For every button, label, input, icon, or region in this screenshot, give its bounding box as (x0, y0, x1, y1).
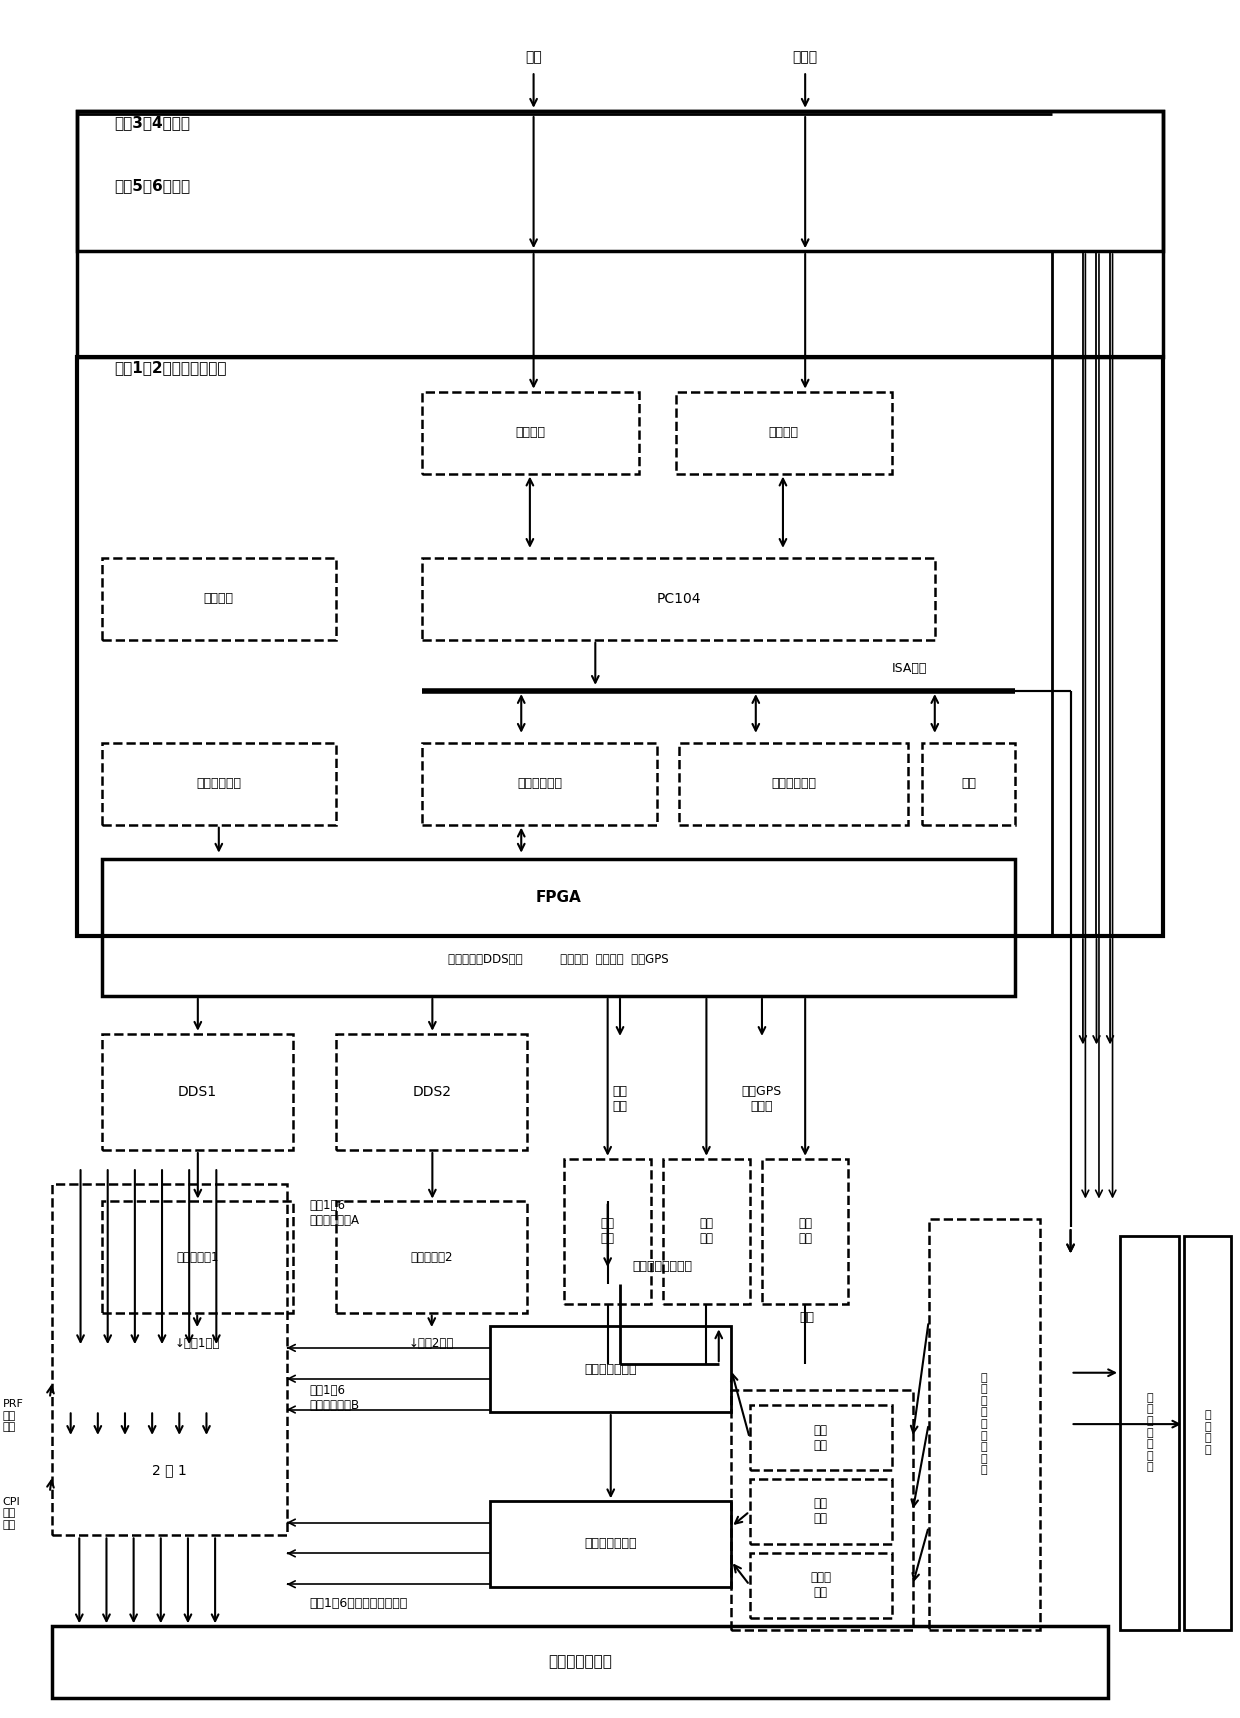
Text: 高
精
度
回
波
仿
真
工
装: 高 精 度 回 波 仿 真 工 装 (981, 1373, 987, 1476)
Text: 波束1～6
模拟中频回波A: 波束1～6 模拟中频回波A (309, 1199, 358, 1227)
Text: 串口: 串口 (799, 1311, 813, 1325)
Text: 模拟GPS
秒脉冲: 模拟GPS 秒脉冲 (742, 1084, 782, 1113)
Text: 带通滤波器2: 带通滤波器2 (410, 1251, 453, 1264)
Bar (52, 1184, 286, 1536)
Text: PC104: PC104 (656, 591, 701, 606)
Text: 键盘接口: 键盘接口 (516, 426, 546, 440)
Bar (750, 1405, 892, 1471)
Bar (102, 558, 336, 639)
Text: 码型存储、DDS管理          仪表管理  模拟码盘  模拟GPS: 码型存储、DDS管理 仪表管理 模拟码盘 模拟GPS (448, 952, 668, 966)
Text: 波束1～6
模拟中频回波B: 波束1～6 模拟中频回波B (309, 1385, 360, 1412)
Text: 驱动
电路: 驱动 电路 (600, 1218, 615, 1246)
Text: 驱动
电路: 驱动 电路 (799, 1218, 812, 1246)
Bar (77, 110, 1163, 357)
Bar (663, 1158, 750, 1304)
Text: 带通滤波器1: 带通滤波器1 (176, 1251, 218, 1264)
Text: 任意波形发生器: 任意波形发生器 (584, 1362, 637, 1376)
Text: 仪表
控制: 仪表 控制 (813, 1424, 827, 1452)
Bar (923, 742, 1016, 825)
Bar (732, 1390, 913, 1630)
Text: 幅度
控制: 幅度 控制 (813, 1498, 827, 1526)
Bar (423, 558, 935, 639)
Bar (564, 1158, 651, 1304)
Bar (102, 1034, 293, 1149)
Bar (423, 742, 657, 825)
Bar (1184, 1235, 1231, 1630)
Text: 模
拟
码
盘: 模 拟 码 盘 (1204, 1410, 1211, 1455)
Bar (490, 1326, 732, 1412)
Bar (929, 1218, 1039, 1630)
Text: 方向图
控制: 方向图 控制 (810, 1570, 831, 1599)
Text: 2 选 1: 2 选 1 (153, 1464, 187, 1477)
Text: 模拟
码盘: 模拟 码盘 (613, 1084, 627, 1113)
Text: FPGA: FPGA (536, 890, 582, 905)
Bar (336, 1201, 527, 1313)
Text: 键盘: 键盘 (526, 50, 542, 65)
Text: 波束1、2模拟板（主控）: 波束1、2模拟板（主控） (114, 361, 227, 375)
Bar (1120, 1235, 1179, 1630)
Text: 显示接口: 显示接口 (769, 426, 799, 440)
Text: ISA总线: ISA总线 (892, 663, 928, 675)
Text: 波束3、4模拟板: 波束3、4模拟板 (114, 115, 190, 131)
Text: 模拟同波触发脉冲: 模拟同波触发脉冲 (632, 1259, 692, 1273)
Text: ↓波束2输出: ↓波束2输出 (409, 1337, 454, 1350)
Bar (102, 859, 1016, 996)
Text: 时钟整形电路: 时钟整形电路 (196, 777, 242, 790)
Bar (761, 1158, 848, 1304)
Bar (336, 1034, 527, 1149)
Text: 雷达信号处理机: 雷达信号处理机 (548, 1654, 611, 1670)
Text: 任意波形发生器: 任意波形发生器 (584, 1538, 637, 1550)
Text: PRF
触发
脉冲: PRF 触发 脉冲 (2, 1398, 24, 1433)
Text: 波束5、6模拟板: 波束5、6模拟板 (114, 179, 190, 194)
Bar (750, 1479, 892, 1544)
Text: 电平转换电路: 电平转换电路 (517, 777, 562, 790)
Bar (102, 742, 336, 825)
Text: 模
拟
雷
达
秒
脉
冲: 模 拟 雷 达 秒 脉 冲 (1146, 1393, 1153, 1472)
Bar (77, 110, 1163, 251)
Text: 波束1～6模拟目标中频回波: 波束1～6模拟目标中频回波 (309, 1598, 407, 1610)
Text: DDS2: DDS2 (412, 1084, 451, 1100)
Text: ↓波束1输出: ↓波束1输出 (175, 1337, 219, 1350)
Bar (52, 1627, 1107, 1697)
Text: 扩展设备接口: 扩展设备接口 (771, 777, 816, 790)
Bar (680, 742, 908, 825)
Bar (676, 392, 892, 474)
Text: 串口: 串口 (961, 777, 976, 790)
Bar (77, 357, 1163, 936)
Text: CPI
触发
脉冲: CPI 触发 脉冲 (2, 1496, 21, 1529)
Bar (490, 1502, 732, 1587)
Bar (423, 392, 639, 474)
Text: 驱动
电路: 驱动 电路 (699, 1218, 713, 1246)
Text: DDS1: DDS1 (177, 1084, 217, 1100)
Bar (750, 1553, 892, 1618)
Bar (102, 1201, 293, 1313)
Text: 显示器: 显示器 (792, 50, 817, 65)
Text: 电源管理: 电源管理 (203, 593, 234, 605)
